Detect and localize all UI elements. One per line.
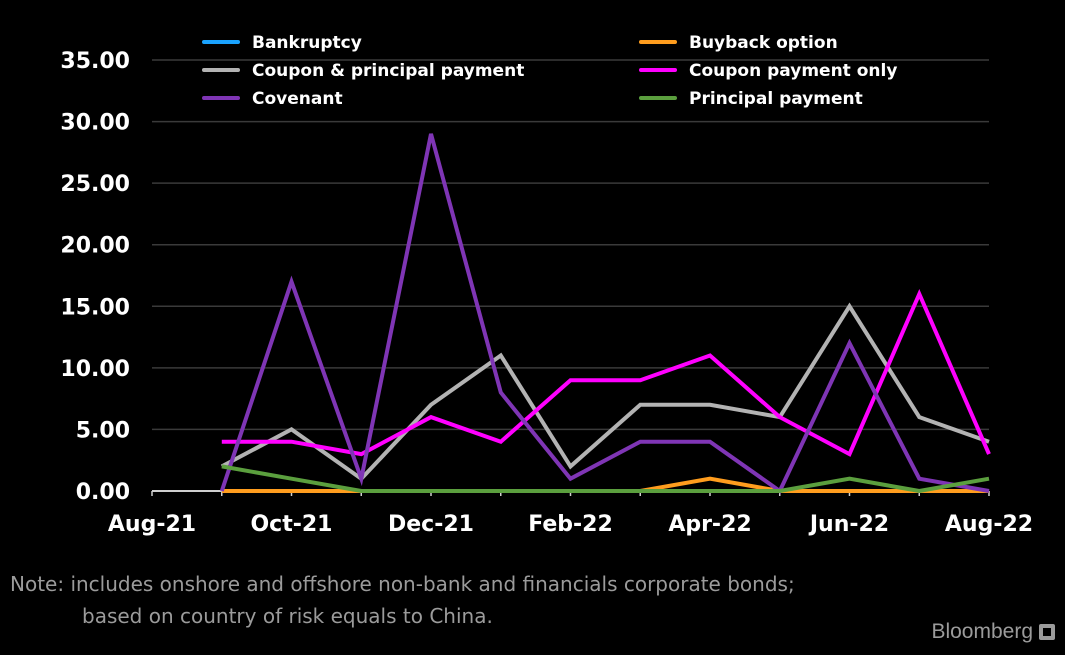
x-tick-label-aug-21: Aug-21 xyxy=(108,512,196,537)
y-tick-label-5: 25.00 xyxy=(60,172,130,197)
legend-label-coupon-principal-payment: Coupon & principal payment xyxy=(252,61,524,81)
legend: Bankruptcy Buyback option Coupon & princip… xyxy=(202,33,897,109)
x-tick-label-apr-22: Apr-22 xyxy=(668,512,751,537)
brand-footer: Bloomberg xyxy=(931,620,1055,644)
bloomberg-terminal-icon xyxy=(1039,624,1055,640)
y-tick-label-0: 0.00 xyxy=(76,480,130,505)
note-line-2: based on country of risk equals to China… xyxy=(82,604,493,628)
y-tick-label-7: 35.00 xyxy=(60,49,130,74)
series-lines xyxy=(219,133,991,495)
x-tick-label-oct-21: Oct-21 xyxy=(250,512,332,537)
y-tick-label-3: 15.00 xyxy=(60,295,130,320)
brand-name: Bloomberg xyxy=(931,620,1033,643)
legend-label-buyback-option: Buyback option xyxy=(689,33,838,53)
legend-label-principal-payment: Principal payment xyxy=(689,89,863,109)
y-tick-label-6: 30.00 xyxy=(60,111,130,136)
x-axis-ticks: Aug-21 Oct-21 Dec-21 Feb-22 Apr-22 Jun-22 Aug-… xyxy=(108,512,1033,537)
series-line-coupon-principal-payment xyxy=(220,302,990,482)
y-tick-label-4: 20.00 xyxy=(60,234,130,259)
note-line-1: Note: includes onshore and offshore non-… xyxy=(10,572,795,596)
gridlines xyxy=(152,59,989,431)
series-line-covenant xyxy=(219,133,990,495)
y-tick-label-1: 5.00 xyxy=(76,418,130,443)
y-axis-ticks: 0.00 5.00 10.00 15.00 20.00 25.00 30.00 35.00 xyxy=(60,49,130,505)
legend-label-covenant: Covenant xyxy=(252,89,343,109)
x-tick-label-jun-22: Jun-22 xyxy=(808,512,889,537)
line-chart: 0.00 5.00 10.00 15.00 20.00 25.00 30.00 35.00 A… xyxy=(60,33,1033,537)
series-line-principal-payment xyxy=(221,464,990,494)
x-tick-label-aug-22: Aug-22 xyxy=(945,512,1033,537)
x-tick-label-feb-22: Feb-22 xyxy=(528,512,613,537)
y-tick-label-2: 10.00 xyxy=(60,357,130,382)
x-tick-label-dec-21: Dec-21 xyxy=(388,512,474,537)
chart-note: Note: includes onshore and offshore non-… xyxy=(10,568,970,632)
legend-label-bankruptcy: Bankruptcy xyxy=(252,33,362,53)
series-line-coupon-payment-only xyxy=(221,288,991,457)
legend-label-coupon-payment-only: Coupon payment only xyxy=(689,61,897,81)
